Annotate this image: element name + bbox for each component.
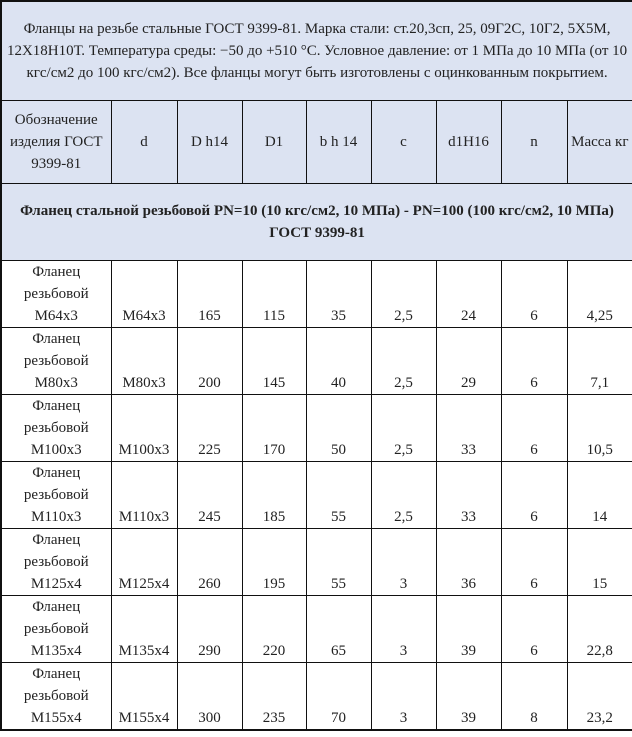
table-cell: 145 bbox=[241, 327, 307, 395]
table-cell: М155х4 bbox=[110, 662, 178, 731]
table-cell: 23,2 bbox=[566, 662, 632, 731]
table-cell: 15 bbox=[566, 528, 632, 596]
column-header: n bbox=[500, 100, 568, 184]
table-row: Фланец резьбовой М125х4 М125х4 260 195 55 3 36… bbox=[0, 528, 632, 596]
column-header: Масса кг bbox=[566, 100, 632, 184]
table-cell: 200 bbox=[176, 327, 243, 395]
table-cell: 245 bbox=[176, 461, 243, 529]
table-cell: 36 bbox=[435, 528, 502, 596]
table-cell: 195 bbox=[241, 528, 307, 596]
table-cell: 8 bbox=[500, 662, 568, 731]
table-cell: 170 bbox=[241, 394, 307, 462]
section-title: Фланец стальной резьбовой PN=10 (10 кгс/… bbox=[0, 183, 632, 261]
table-cell: 40 bbox=[305, 327, 372, 395]
table-cell: Фланец резьбовой М135х4 bbox=[0, 595, 112, 663]
table-cell: 65 bbox=[305, 595, 372, 663]
table-cell: 24 bbox=[435, 260, 502, 328]
table-cell: М135х4 bbox=[110, 595, 178, 663]
table-cell: 185 bbox=[241, 461, 307, 529]
table-cell: 2,5 bbox=[370, 394, 437, 462]
table-cell: М100х3 bbox=[110, 394, 178, 462]
table-cell: 225 bbox=[176, 394, 243, 462]
table-cell: 4,25 bbox=[566, 260, 632, 328]
table-row: Фланец резьбовой М135х4 М135х4 290 220 65 3 39… bbox=[0, 595, 632, 663]
table-cell: 2,5 bbox=[370, 327, 437, 395]
column-header: d bbox=[110, 100, 178, 184]
table-caption: Фланцы на резьбе стальные ГОСТ 9399-81. … bbox=[0, 0, 632, 101]
table-cell: 6 bbox=[500, 260, 568, 328]
table-cell: 2,5 bbox=[370, 461, 437, 529]
table-cell: Фланец резьбовой М100х3 bbox=[0, 394, 112, 462]
table-cell: 7,1 bbox=[566, 327, 632, 395]
column-header: d1H16 bbox=[435, 100, 502, 184]
table-cell: 6 bbox=[500, 595, 568, 663]
table-cell: Фланец резьбовой М110х3 bbox=[0, 461, 112, 529]
table-cell: 22,8 bbox=[566, 595, 632, 663]
table-cell: 2,5 bbox=[370, 260, 437, 328]
table-cell: 6 bbox=[500, 461, 568, 529]
table-cell: 14 bbox=[566, 461, 632, 529]
table-cell: 220 bbox=[241, 595, 307, 663]
table-cell: М64х3 bbox=[110, 260, 178, 328]
table-cell: М80х3 bbox=[110, 327, 178, 395]
table-cell: 3 bbox=[370, 528, 437, 596]
table-cell: 10,5 bbox=[566, 394, 632, 462]
table-cell: Фланец резьбовой М80х3 bbox=[0, 327, 112, 395]
table-row: Фланец резьбовой М64х3 М64х3 165 115 35 2,5 24… bbox=[0, 260, 632, 328]
table-cell: 33 bbox=[435, 461, 502, 529]
table-cell: Фланец резьбовой М64х3 bbox=[0, 260, 112, 328]
table-cell: 165 bbox=[176, 260, 243, 328]
table-cell: 39 bbox=[435, 662, 502, 731]
column-header: D1 bbox=[241, 100, 307, 184]
table-cell: М125х4 bbox=[110, 528, 178, 596]
table-cell: 33 bbox=[435, 394, 502, 462]
table-cell: 39 bbox=[435, 595, 502, 663]
table-cell: 115 bbox=[241, 260, 307, 328]
table-cell: Фланец резьбовой М125х4 bbox=[0, 528, 112, 596]
table-cell: 300 bbox=[176, 662, 243, 731]
table-cell: 3 bbox=[370, 595, 437, 663]
column-header-row: Обозначение изделия ГОСТ 9399-81 d D h14 D1… bbox=[0, 100, 632, 184]
table-cell: 235 bbox=[241, 662, 307, 731]
table-cell: 6 bbox=[500, 394, 568, 462]
table-cell: Фланец резьбовой М155х4 bbox=[0, 662, 112, 731]
table-cell: 50 bbox=[305, 394, 372, 462]
column-header: b h 14 bbox=[305, 100, 372, 184]
table-cell: 70 bbox=[305, 662, 372, 731]
table-cell: 260 bbox=[176, 528, 243, 596]
table-row: Фланец резьбовой М155х4 М155х4 300 235 70 3 39… bbox=[0, 662, 632, 731]
table-row: Фланец резьбовой М110х3 М110х3 245 185 55 2,5… bbox=[0, 461, 632, 529]
column-header: c bbox=[370, 100, 437, 184]
table-cell: 3 bbox=[370, 662, 437, 731]
table-row: Фланец резьбовой М100х3 М100х3 225 170 50 2,5… bbox=[0, 394, 632, 462]
table-cell: 35 bbox=[305, 260, 372, 328]
table-cell: 29 bbox=[435, 327, 502, 395]
table-cell: 55 bbox=[305, 461, 372, 529]
table-cell: 290 bbox=[176, 595, 243, 663]
table-cell: 6 bbox=[500, 528, 568, 596]
column-header: D h14 bbox=[176, 100, 243, 184]
table-cell: М110х3 bbox=[110, 461, 178, 529]
table-cell: 6 bbox=[500, 327, 568, 395]
column-header: Обозначение изделия ГОСТ 9399-81 bbox=[0, 100, 112, 184]
table-row: Фланец резьбовой М80х3 М80х3 200 145 40 2,5 29… bbox=[0, 327, 632, 395]
table-cell: 55 bbox=[305, 528, 372, 596]
